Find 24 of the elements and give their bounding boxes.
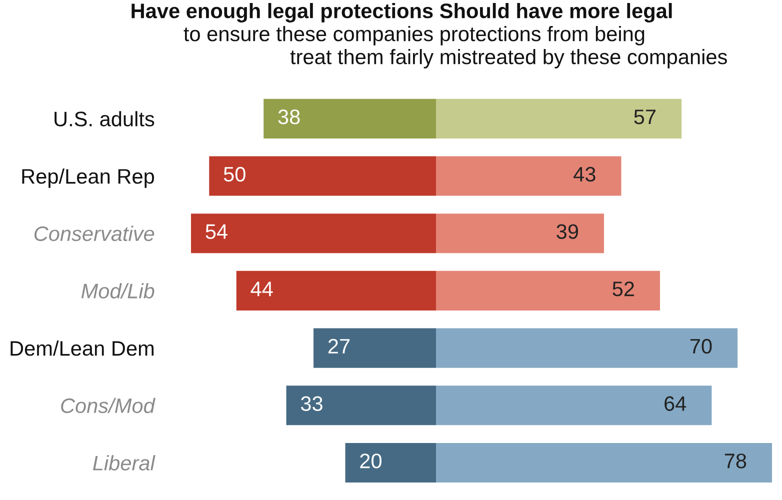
data-label: 27 bbox=[328, 338, 350, 354]
data-label: 54 bbox=[206, 224, 228, 239]
chart-title: Should have more legal protections from being mistreated by these companies bbox=[440, 3, 727, 68]
data-label: 20 bbox=[360, 454, 382, 468]
bar bbox=[345, 442, 436, 483]
y-tick-label: Rep/Lean Rep bbox=[22, 168, 154, 188]
y-tick-label: Cons/Mod bbox=[61, 398, 156, 414]
y-tick-label: Liberal bbox=[92, 455, 156, 470]
y-tick-label: Dem/Lean Dem bbox=[10, 340, 154, 356]
data-label: 78 bbox=[724, 454, 746, 468]
data-label: 33 bbox=[300, 396, 322, 411]
data-label: 43 bbox=[574, 166, 596, 182]
y-tick-label: U.S. adults bbox=[54, 111, 154, 126]
data-label: 39 bbox=[556, 224, 578, 239]
data-label: 70 bbox=[690, 338, 712, 354]
y-tick-label: Conservative bbox=[34, 226, 154, 242]
data-label: 52 bbox=[612, 282, 634, 296]
data-label: 50 bbox=[224, 166, 246, 182]
data-label: 44 bbox=[250, 282, 273, 296]
data-label: 64 bbox=[664, 396, 686, 411]
data-label: 57 bbox=[634, 110, 656, 124]
data-label: 38 bbox=[278, 110, 300, 124]
y-tick-label: Mod/Lib bbox=[81, 283, 154, 298]
chart-title: Have enough legal protections to ensure these companies treat them fairly bbox=[132, 3, 434, 68]
